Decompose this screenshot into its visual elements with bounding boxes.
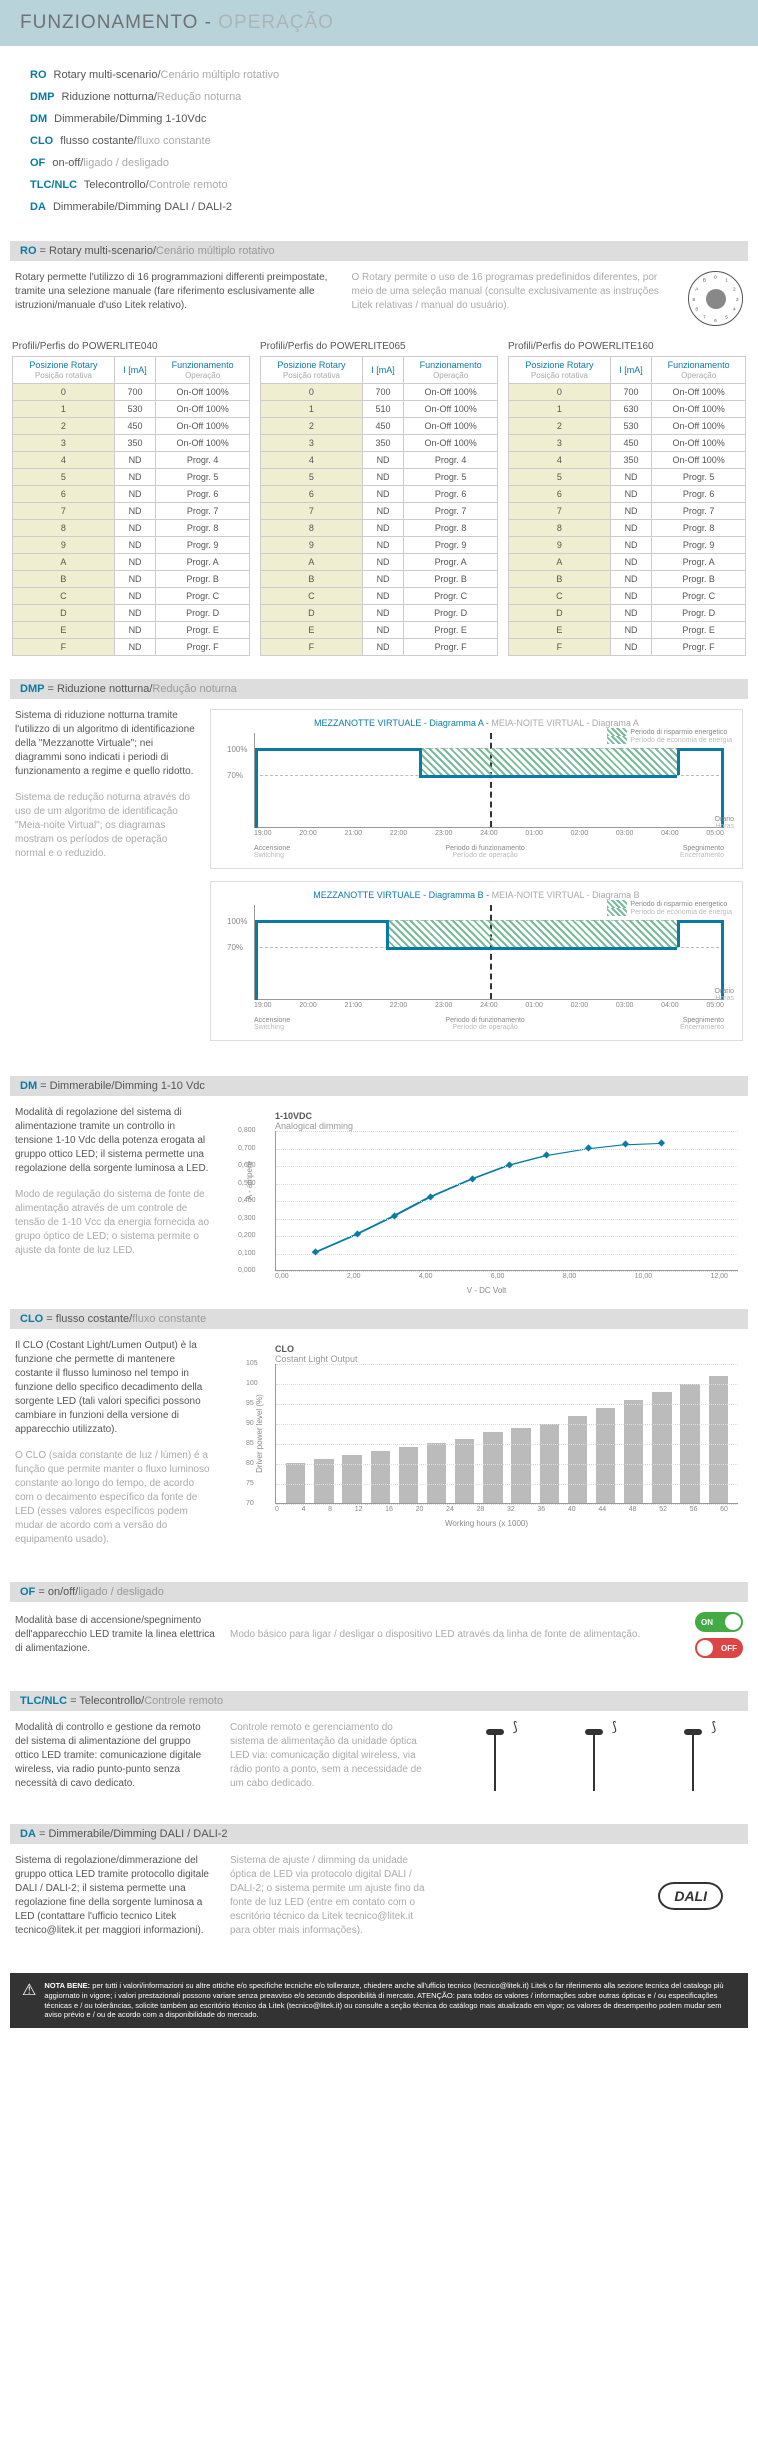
svg-text:4: 4 (733, 307, 736, 313)
svg-text:7: 7 (703, 314, 706, 320)
svg-text:2: 2 (733, 286, 736, 292)
warning-icon: ⚠ (22, 1981, 36, 2020)
svg-text:0: 0 (714, 275, 717, 281)
code-list: RO Rotary multi-scenario/Cenário múltipl… (0, 64, 758, 233)
nota-bene: ⚠ NOTA BENE: per tutti i valori/informaz… (10, 1973, 748, 2028)
svg-text:1: 1 (725, 278, 728, 284)
svg-text:6: 6 (714, 318, 717, 324)
svg-text:B: B (703, 278, 706, 284)
streetlight-icon: ⟆ (475, 1721, 515, 1791)
svg-text:5: 5 (725, 314, 728, 320)
dmp-section: Sistema di riduzione notturna tramite l'… (0, 709, 758, 1068)
header: FUNZIONAMENTO - OPERAÇÃO (0, 0, 758, 46)
dm-bar: DM = Dimmerabile/Dimming 1-10 Vdc (10, 1076, 748, 1096)
ro-tables: Profili/Perfis do POWERLITE040Posizione … (0, 341, 758, 671)
dali-badge: DALI (445, 1882, 743, 1910)
ro-bar: RO = Rotary multi-scenario/Cenário múlti… (10, 241, 748, 261)
streetlight-icon: ⟆ (673, 1721, 713, 1791)
ro-intro: Rotary permette l'utilizzo di 16 program… (0, 271, 758, 341)
tlc-bar: TLC/NLC = Telecontrollo/Controle remoto (10, 1691, 748, 1711)
clo-section: Il CLO (Costant Light/Lumen Output) è la… (0, 1339, 758, 1574)
of-section: Modalità base di accensione/spegnimento … (0, 1612, 758, 1683)
dm-section: Modalità di regolazione del sistema di a… (0, 1106, 758, 1301)
da-bar: DA = Dimmerabile/Dimming DALI / DALI-2 (10, 1824, 748, 1844)
svg-text:8: 8 (695, 307, 698, 313)
streetlight-icon: ⟆ (574, 1721, 614, 1791)
toggle-on[interactable]: ON (695, 1612, 743, 1632)
of-bar: OF = on/off/ligado / desligado (10, 1582, 748, 1602)
svg-text:3: 3 (736, 297, 739, 303)
da-section: Sistema di regolazione/dimmerazione del … (0, 1854, 758, 1963)
dmp-bar: DMP = Riduzione notturna/Redução noturna (10, 679, 748, 699)
clo-bar: CLO = flusso costante/fluxo constante (10, 1309, 748, 1329)
toggle-off[interactable]: OFF (695, 1638, 743, 1658)
tlc-section: Modalità di controllo e gestione da remo… (0, 1721, 758, 1816)
svg-text:A: A (695, 286, 699, 292)
svg-text:9: 9 (692, 297, 695, 303)
rotary-dial-icon: 0 12345 6 789AB (688, 271, 743, 326)
